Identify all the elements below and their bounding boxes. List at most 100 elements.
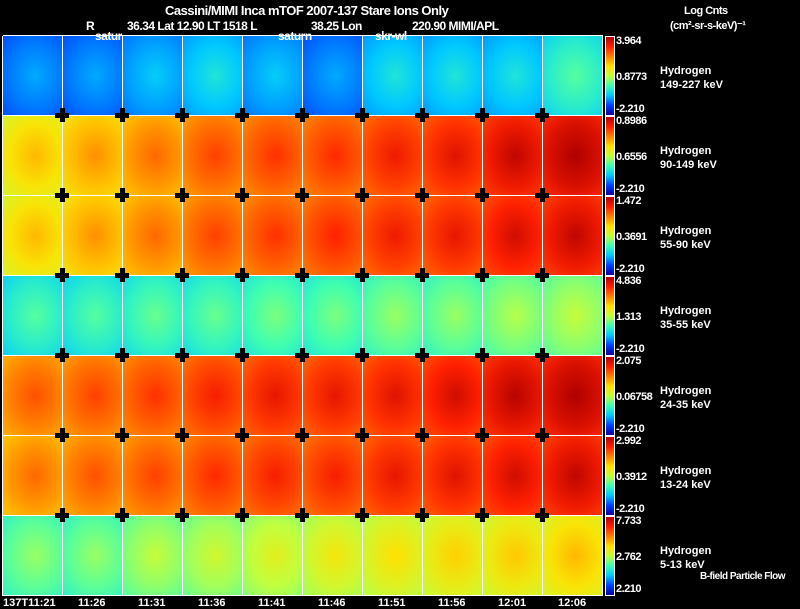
units-line1: Log Cnts	[684, 5, 728, 17]
cross-marker	[360, 268, 365, 282]
cross-marker	[360, 508, 365, 522]
cross-marker	[540, 108, 545, 122]
grid-line	[122, 36, 123, 596]
heatmap-cell	[243, 356, 302, 435]
heatmap-cell	[183, 276, 242, 355]
heatmap-cell	[63, 276, 122, 355]
colorbar-mid-label: 0.3691	[616, 231, 647, 243]
cross-marker	[540, 188, 545, 202]
energy-label: 35-55 keV	[660, 319, 711, 331]
colorbar-max-label: 1.472	[616, 195, 642, 207]
heatmap-cell	[183, 196, 242, 275]
heatmap-cell	[123, 516, 182, 595]
cross-marker	[60, 428, 65, 442]
heatmap-cell	[63, 436, 122, 515]
l-readout: 38.25 Lon	[311, 19, 362, 33]
units-line2: (cm²-sr-s-keV)⁻¹	[670, 20, 746, 32]
heatmap-cell	[483, 276, 542, 355]
cross-marker	[300, 348, 305, 362]
cross-marker	[360, 348, 365, 362]
colorbar-mid-label: 0.8773	[616, 71, 647, 83]
heatmap-cell	[123, 276, 182, 355]
cross-marker	[120, 428, 125, 442]
cross-marker	[480, 428, 485, 442]
colorbar-mid-label: 0.06758	[616, 391, 653, 403]
panel-label: Hydrogen 24-35 keV	[660, 384, 711, 412]
grid-line	[3, 595, 603, 596]
panel-label: Hydrogen 55-90 keV	[660, 224, 711, 252]
heatmap-cell	[3, 276, 62, 355]
heatmap-cell	[543, 436, 602, 515]
chart-title: Cassini/MIMI Inca mTOF 2007-137 Stare Io…	[165, 3, 449, 18]
heatmap-cell	[423, 36, 482, 115]
energy-label: 24-35 keV	[660, 399, 711, 411]
heatmap-cell	[483, 116, 542, 195]
energy-label: 55-90 keV	[660, 239, 711, 251]
panel-label: Hydrogen 5-13 keV	[660, 544, 711, 572]
cross-marker	[420, 428, 425, 442]
heatmap-cell	[3, 436, 62, 515]
cross-marker	[240, 108, 245, 122]
panel-label: Hydrogen 90-149 keV	[660, 144, 717, 172]
colorbar-min-label: -2.210	[616, 263, 645, 275]
cross-marker	[300, 268, 305, 282]
x-tick-label: 12:06	[558, 597, 587, 609]
heatmap-cell	[243, 516, 302, 595]
heatmap-cell	[63, 116, 122, 195]
cross-marker	[420, 188, 425, 202]
heatmap-cell	[483, 196, 542, 275]
heatmap-cell	[3, 516, 62, 595]
grid-line	[482, 36, 483, 596]
colorbar-min-label: 2.210	[616, 583, 642, 595]
grid-line	[542, 36, 543, 596]
cross-marker	[120, 268, 125, 282]
heatmap-cell	[63, 196, 122, 275]
cross-marker	[300, 428, 305, 442]
colorbar-max-label: 0.8986	[616, 115, 647, 127]
overlay-label: saturn	[278, 29, 312, 43]
heatmap-cell	[123, 36, 182, 115]
species-label: Hydrogen	[660, 465, 712, 477]
cross-marker	[180, 348, 185, 362]
grid-line	[3, 35, 603, 36]
heatmap-plot	[2, 35, 603, 596]
colorbar	[605, 116, 615, 196]
heatmap-cell	[363, 116, 422, 195]
x-tick-label: 11:51	[378, 597, 406, 609]
heatmap-cell	[183, 356, 242, 435]
cross-marker	[240, 428, 245, 442]
cross-marker	[120, 108, 125, 122]
colorbar-mid-label: 1.313	[616, 311, 642, 323]
heatmap-cell	[363, 516, 422, 595]
overlay-label: satur	[95, 29, 122, 43]
species-label: Hydrogen	[660, 545, 712, 557]
colorbar-max-label: 4.836	[616, 275, 642, 287]
x-tick-label: 11:41	[258, 597, 286, 609]
heatmap-cell	[303, 196, 362, 275]
heatmap-cell	[303, 36, 362, 115]
cross-marker	[540, 268, 545, 282]
cross-marker	[60, 508, 65, 522]
heatmap-cell	[3, 356, 62, 435]
heatmap-cell	[243, 196, 302, 275]
colorbar	[605, 356, 615, 436]
cross-marker	[480, 508, 485, 522]
heatmap-cell	[483, 436, 542, 515]
cross-marker	[480, 268, 485, 282]
species-label: Hydrogen	[660, 305, 712, 317]
grid-line	[2, 36, 3, 596]
x-tick-label: 11:26	[78, 597, 106, 609]
x-tick-label: 11:31	[138, 597, 166, 609]
heatmap-cell	[363, 356, 422, 435]
heatmap-cell	[303, 116, 362, 195]
heatmap-cell	[423, 436, 482, 515]
heatmap-cell	[3, 36, 62, 115]
heatmap-cell	[303, 356, 362, 435]
cross-marker	[60, 188, 65, 202]
heatmap-cell	[483, 36, 542, 115]
heatmap-cell	[123, 196, 182, 275]
energy-label: 13-24 keV	[660, 479, 711, 491]
colorbar	[605, 196, 615, 276]
cross-marker	[60, 348, 65, 362]
colorbar-mid-label: 0.3912	[616, 471, 647, 483]
